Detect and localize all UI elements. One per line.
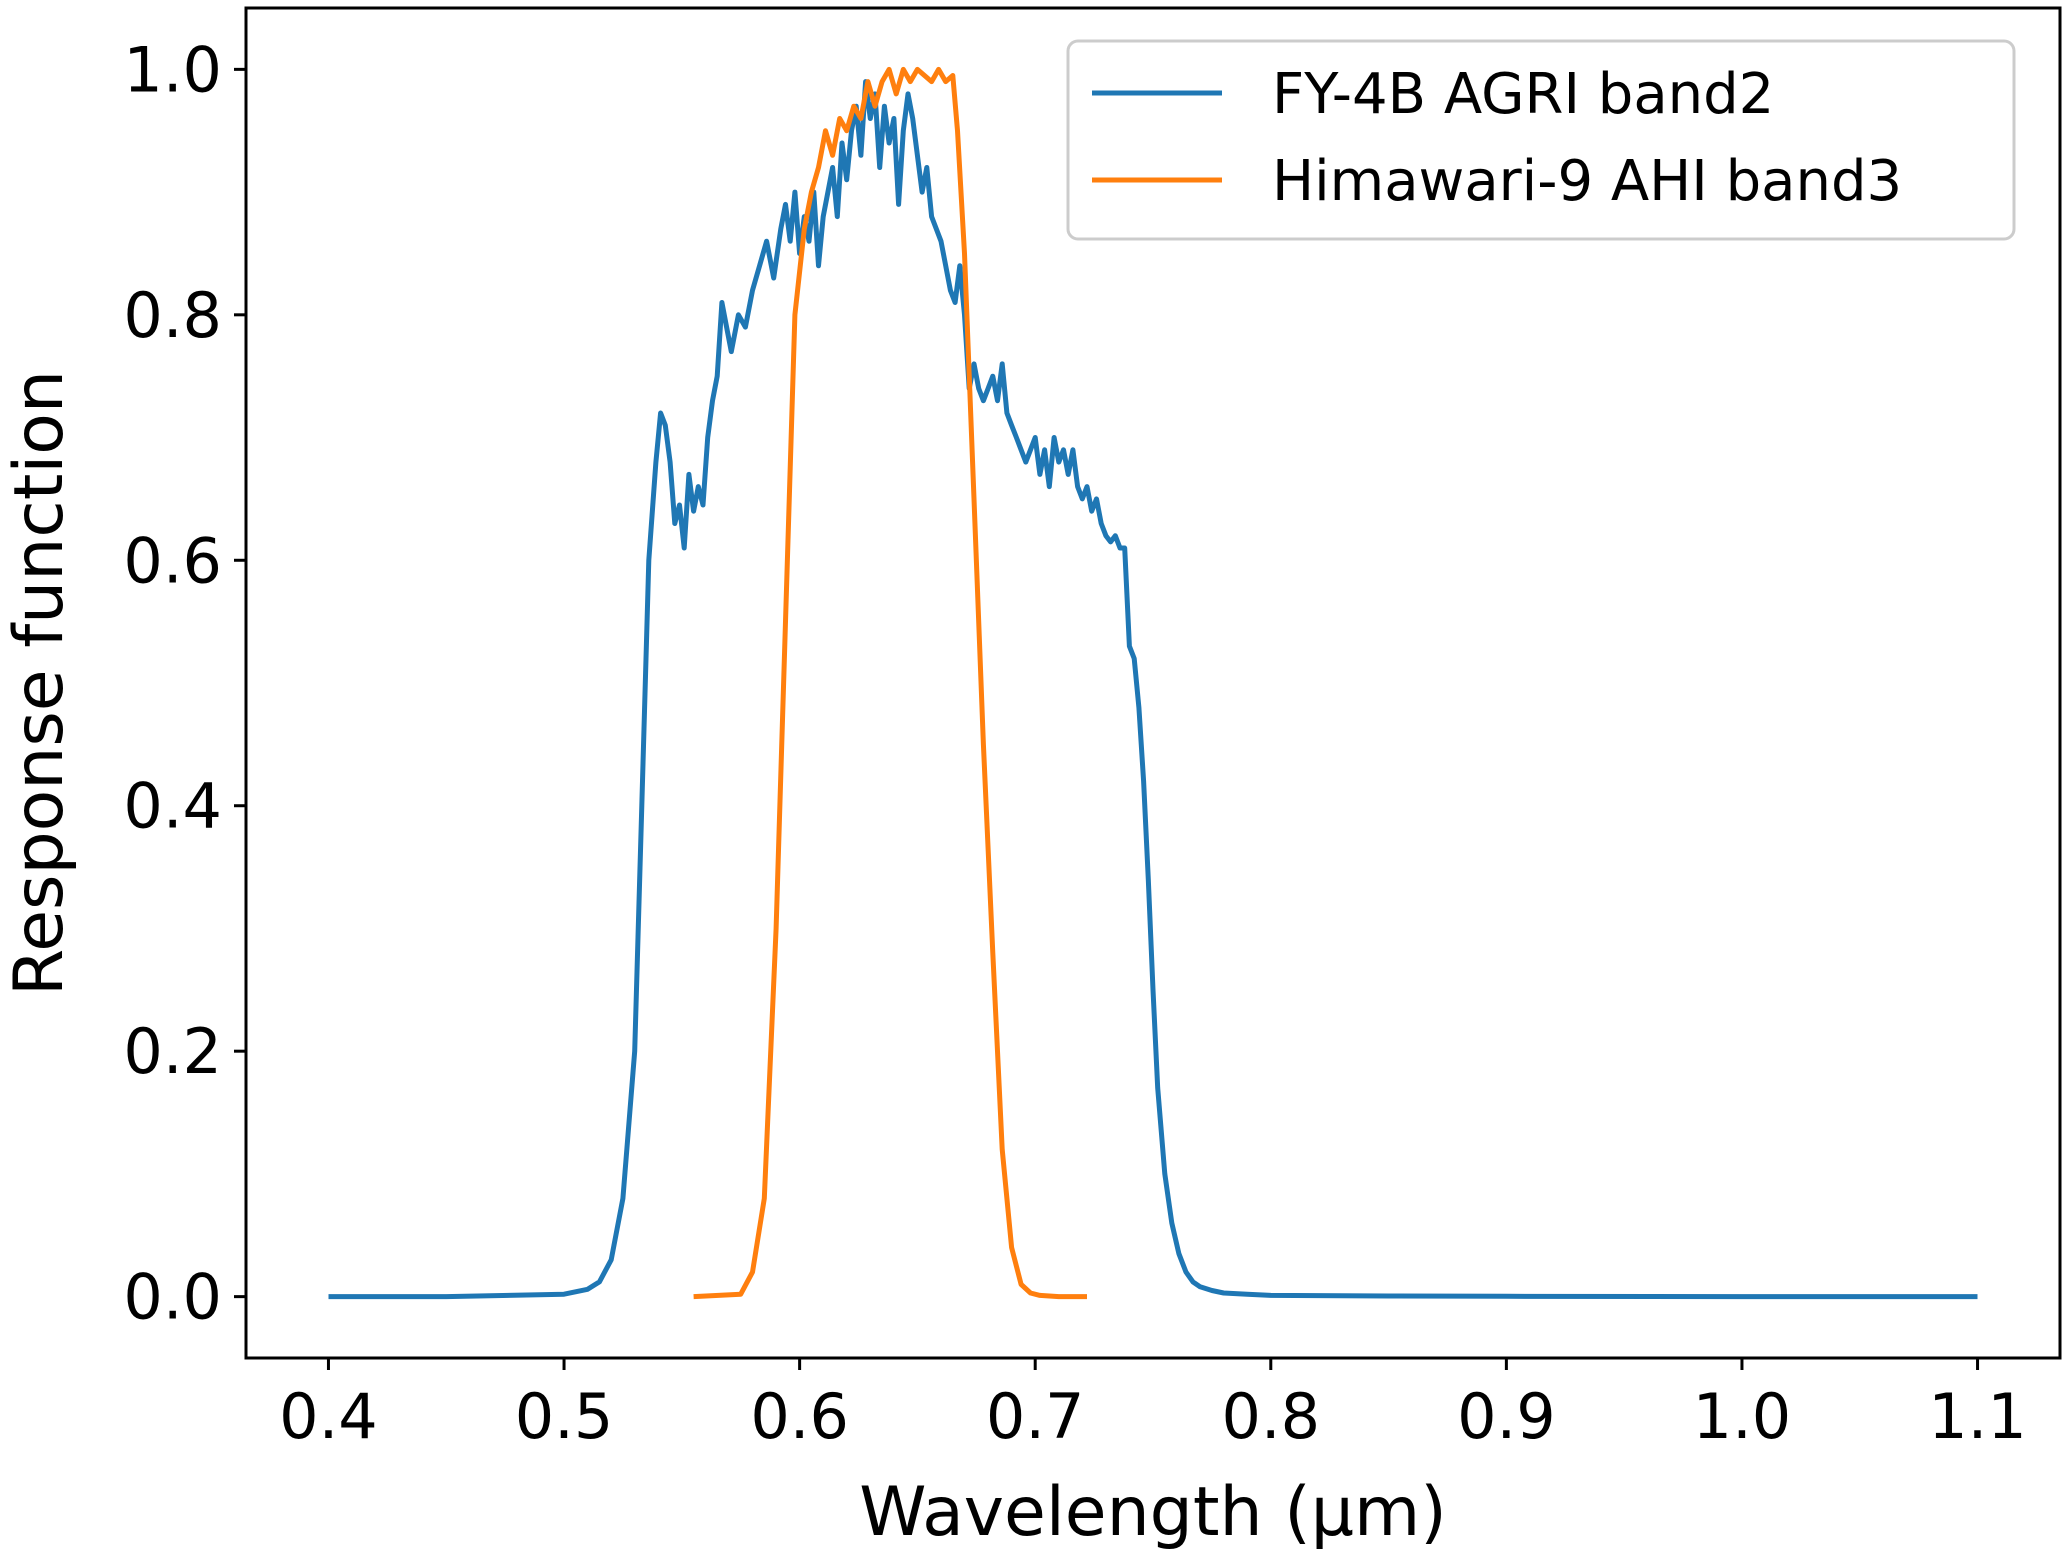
y-tick-label: 1.0 — [123, 33, 222, 106]
y-tick-label: 0.8 — [123, 279, 222, 352]
x-axis-ticks: 0.4 0.5 0.6 0.7 0.8 0.9 1.0 1.1 — [279, 1358, 2027, 1453]
legend-box — [1066, 39, 2016, 241]
y-axis-ticks: 0.0 0.2 0.4 0.6 0.8 1.0 — [123, 33, 246, 1334]
legend-label-himawari: Himawari-9 AHI band3 — [1272, 149, 1902, 214]
y-tick-label: 0.4 — [123, 770, 222, 843]
x-tick-label: 0.5 — [515, 1380, 614, 1453]
x-tick-label: 0.4 — [279, 1380, 378, 1453]
series-line-1 — [693, 66, 1087, 1300]
x-axis-title: Wavelength (μm) — [859, 1473, 1447, 1552]
legend-label-fy4b: FY-4B AGRI band2 — [1272, 62, 1774, 127]
x-tick-label: 0.9 — [1457, 1380, 1556, 1453]
series-lines — [328, 66, 1978, 1300]
y-tick-label: 0.0 — [123, 1261, 222, 1334]
legend: FY-4B AGRI band2 Himawari-9 AHI band3 — [1066, 39, 2016, 241]
x-tick-label: 0.8 — [1221, 1380, 1320, 1453]
plot-frame — [244, 6, 2062, 1360]
x-tick-label: 0.6 — [750, 1380, 849, 1453]
y-tick-label: 0.6 — [123, 524, 222, 597]
x-tick-label: 0.7 — [986, 1380, 1085, 1453]
x-tick-label: 1.0 — [1693, 1380, 1792, 1453]
y-axis-title: Response function — [0, 370, 79, 996]
y-tick-label: 0.2 — [123, 1015, 222, 1088]
x-tick-label: 1.1 — [1928, 1380, 2027, 1453]
series-line-0 — [328, 79, 1978, 1300]
